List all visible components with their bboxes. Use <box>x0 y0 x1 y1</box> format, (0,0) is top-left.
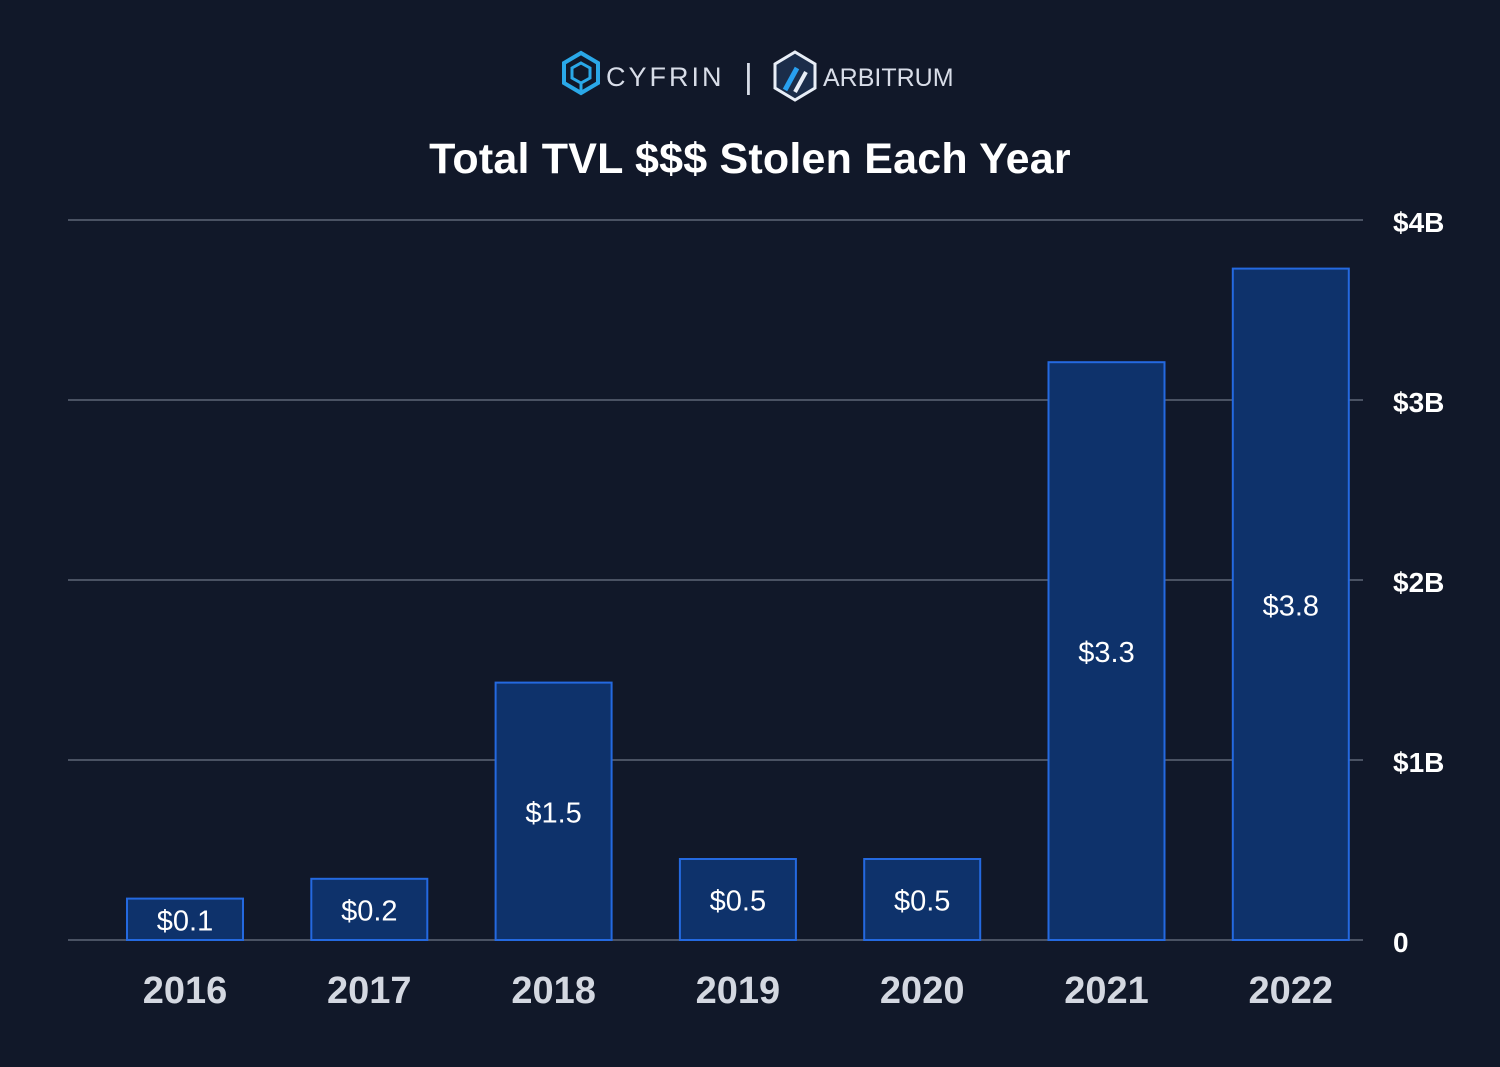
chart-title: Total TVL $$$ Stolen Each Year <box>429 135 1071 183</box>
x-tick-label-2021: 2021 <box>1064 970 1149 1012</box>
bar-value-label-2020: $0.5 <box>894 886 950 918</box>
x-tick-label-2022: 2022 <box>1249 970 1334 1012</box>
arbitrum-logo: ARBITRUM <box>773 50 954 102</box>
cyfrin-wordmark: CYFRIN <box>606 62 725 92</box>
y-tick-label-1: $1B <box>1393 747 1444 778</box>
arbitrum-wordmark: ARBITRUM <box>823 64 954 92</box>
bar-value-label-2021: $3.3 <box>1078 637 1134 669</box>
label-layer: 0 $1B $2B $3B $4B $0.1 2016 $0.2 2017 $1.5 2018 $0.… <box>143 207 1445 1012</box>
bar-2019 <box>678 858 797 941</box>
bar-value-label-2019: $0.5 <box>710 886 766 918</box>
arbitrum-hexagon-icon <box>773 50 817 102</box>
y-tick-label-2: $2B <box>1393 567 1444 598</box>
bar-2020 <box>863 858 982 941</box>
x-tick-label-2018: 2018 <box>511 970 596 1012</box>
bar-value-label-2016: $0.1 <box>157 905 213 937</box>
logo-separator: | <box>744 58 753 96</box>
bar-2017 <box>310 877 429 941</box>
grid-layer <box>68 219 1363 941</box>
y-tick-label-0: 0 <box>1393 927 1409 958</box>
x-tick-label-2017: 2017 <box>327 970 412 1012</box>
bar-2021 <box>1047 361 1166 941</box>
x-tick-label-2016: 2016 <box>143 970 228 1012</box>
bar-layer <box>126 267 1350 942</box>
cyfrin-hexagon-icon <box>562 50 600 96</box>
cyfrin-logo: CYFRIN <box>562 50 725 96</box>
x-tick-label-2019: 2019 <box>696 970 781 1012</box>
y-tick-label-3: $3B <box>1393 387 1444 418</box>
bar-2022 <box>1231 267 1350 942</box>
bar-value-label-2018: $1.5 <box>525 797 581 829</box>
bar-2018 <box>494 681 613 941</box>
bar-value-label-2022: $3.8 <box>1263 590 1319 622</box>
y-tick-label-4: $4B <box>1393 207 1444 238</box>
bar-value-label-2017: $0.2 <box>341 895 397 927</box>
x-tick-label-2020: 2020 <box>880 970 965 1012</box>
bar-2016 <box>126 897 244 941</box>
logo-bar: CYFRIN | ARBITRUM <box>0 40 1500 110</box>
